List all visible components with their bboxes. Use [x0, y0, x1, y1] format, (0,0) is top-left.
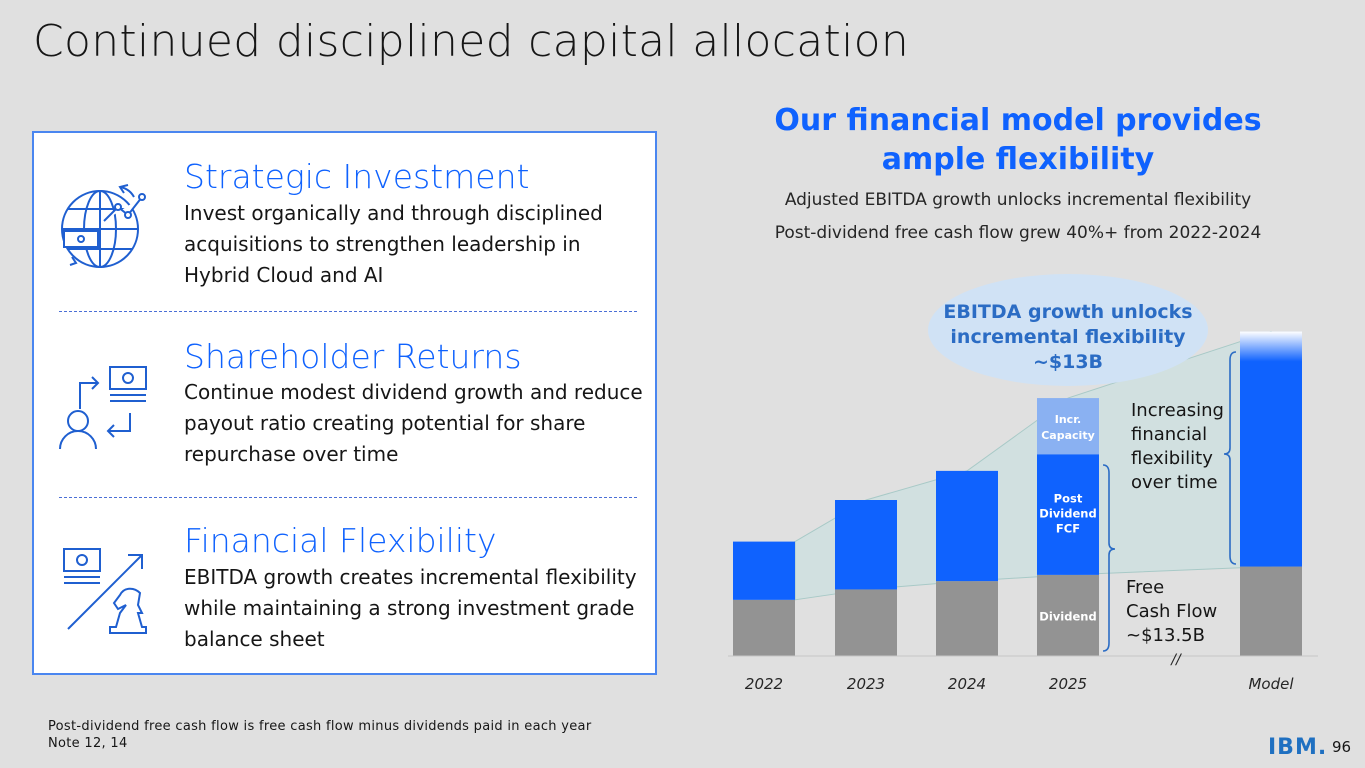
x-tick-label: 2024	[948, 675, 986, 693]
left-brace	[1102, 464, 1116, 652]
chart-subtitle-2: Post-dividend free cash flow grew 40%+ f…	[774, 223, 1262, 243]
globe-investment-icon	[58, 181, 148, 271]
bar-dividend	[1240, 566, 1302, 656]
flexibility-area	[794, 330, 1272, 601]
x-tick-label: 2023	[847, 675, 885, 693]
section-body: EBITDA growth creates incremental flexib…	[184, 565, 637, 651]
bar-post-dividend-fcf	[835, 500, 897, 590]
bar-dividend	[835, 589, 897, 656]
chart-heading: Our financial model provides ample flexi…	[718, 101, 1318, 179]
chart-heading-line1: Our financial model provides	[774, 103, 1262, 138]
segment-label-post-dividend: Post Dividend FCF	[1039, 492, 1096, 536]
bar-post-dividend-fcf	[1240, 331, 1302, 567]
x-tick-label: 2022	[745, 675, 783, 693]
bar-post-dividend-fcf	[733, 541, 795, 600]
footnote-line-2: Note 12, 14	[48, 736, 128, 751]
section-body: Continue modest dividend growth and redu…	[184, 380, 643, 466]
bubble-label: EBITDA growth unlocks incremental flexibi…	[943, 301, 1192, 373]
bar-dividend	[936, 581, 998, 656]
axis-break-label: //	[1169, 652, 1182, 668]
capital-allocation-panel: Strategic Investment Invest organically …	[32, 131, 657, 675]
section-body: Invest organically and through disciplin…	[184, 201, 603, 287]
section-divider	[59, 311, 637, 312]
right-brace-label: Increasing financial flexibility over time	[1131, 400, 1224, 493]
segment-label-dividend: Dividend	[1039, 609, 1096, 623]
x-tick-label: 2025	[1049, 675, 1087, 693]
chart-heading-line2: ample flexibility	[881, 142, 1155, 177]
bar-post-dividend-fcf	[936, 470, 998, 582]
bar-dividend	[1037, 574, 1099, 656]
page-title: Continued disciplined capital allocation	[33, 16, 910, 67]
bar-post-dividend-fcf	[1037, 454, 1099, 575]
page-number: 96	[1332, 738, 1352, 756]
left-brace-label: Free Cash Flow ~$13.5B	[1126, 577, 1217, 646]
section-title: Strategic Investment	[184, 157, 530, 196]
bar-incr-capacity	[1037, 398, 1099, 455]
section-divider	[59, 497, 637, 498]
section-title: Financial Flexibility	[184, 521, 497, 560]
right-brace	[1223, 351, 1237, 565]
segment-label-incr-capacity: Incr. Capacity	[1041, 413, 1095, 442]
shareholder-exchange-icon	[58, 363, 148, 453]
bar-fade-top	[1240, 331, 1302, 362]
section-title: Shareholder Returns	[184, 337, 522, 376]
chess-knight-growth-icon	[58, 547, 148, 637]
bar-dividend	[733, 599, 795, 656]
chart-subtitle-1: Adjusted EBITDA growth unlocks increment…	[784, 190, 1252, 210]
bubble-shape	[928, 274, 1208, 386]
ibm-logo: IBM.	[1268, 735, 1328, 760]
footnote-line-1: Post-dividend free cash flow is free cas…	[48, 719, 592, 734]
x-tick-label: Model	[1248, 675, 1294, 693]
